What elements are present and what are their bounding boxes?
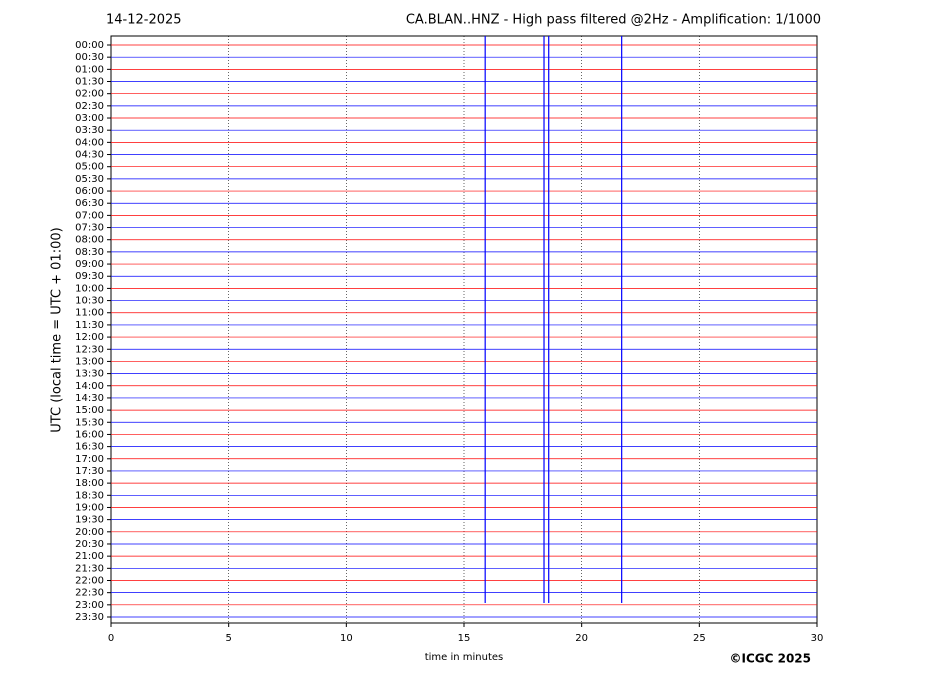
y-tick-label: 15:00 [75, 405, 104, 416]
y-tick-label: 06:00 [75, 186, 104, 197]
y-tick-label: 13:30 [75, 369, 104, 380]
y-tick-label: 11:00 [75, 308, 104, 319]
y-tick-label: 00:00 [75, 40, 104, 51]
y-tick-label: 09:00 [75, 259, 104, 270]
date: 14-12-2025 [106, 13, 182, 28]
x-axis-label: time in minutes [425, 652, 504, 663]
y-tick-label: 22:30 [75, 588, 104, 599]
y-tick-label: 11:30 [75, 320, 104, 331]
y-tick-label: 07:30 [75, 223, 104, 234]
chart-title: CA.BLAN..HNZ - High pass filtered @2Hz -… [406, 13, 821, 28]
y-tick-label: 23:00 [75, 600, 104, 611]
y-tick-label: 17:00 [75, 454, 104, 465]
y-tick-label: 07:00 [75, 210, 104, 221]
x-tick-label: 5 [225, 633, 231, 644]
x-tick-label: 0 [108, 633, 114, 644]
y-tick-label: 04:30 [75, 150, 104, 161]
y-tick-label: 20:30 [75, 539, 104, 550]
y-tick-label: 10:00 [75, 283, 104, 294]
y-tick-label: 10:30 [75, 296, 104, 307]
y-tick-label: 08:30 [75, 247, 104, 258]
y-tick-label: 00:30 [75, 52, 104, 63]
y-tick-label: 08:00 [75, 235, 104, 246]
y-tick-label: 09:30 [75, 271, 104, 282]
x-tick-label: 25 [693, 633, 706, 644]
y-tick-label: 01:30 [75, 77, 104, 88]
y-tick-label: 01:00 [75, 64, 104, 75]
y-tick-label: 15:30 [75, 417, 104, 428]
y-tick-label: 12:00 [75, 332, 104, 343]
y-axis-label: UTC (local time = UTC + 01:00) [50, 227, 65, 432]
x-tick-label: 20 [575, 633, 588, 644]
y-tick-label: 16:30 [75, 442, 104, 453]
y-tick-label: 21:00 [75, 551, 104, 562]
y-tick-label: 03:30 [75, 125, 104, 136]
y-tick-label: 14:30 [75, 393, 104, 404]
y-tick-label: 22:00 [75, 575, 104, 586]
y-tick-label: 18:00 [75, 478, 104, 489]
y-tick-label: 06:30 [75, 198, 104, 209]
y-tick-label: 12:30 [75, 344, 104, 355]
y-tick-label: 05:30 [75, 174, 104, 185]
y-tick-label: 04:00 [75, 137, 104, 148]
y-tick-label: 23:30 [75, 612, 104, 623]
y-tick-label: 03:00 [75, 113, 104, 124]
y-tick-label: 19:30 [75, 515, 104, 526]
x-tick-label: 10 [340, 633, 353, 644]
y-tick-label: 18:30 [75, 490, 104, 501]
x-tick-label: 15 [458, 633, 471, 644]
y-tick-label: 20:00 [75, 527, 104, 538]
y-tick-label: 17:30 [75, 466, 104, 477]
y-tick-label: 16:00 [75, 429, 104, 440]
y-tick-label: 05:00 [75, 162, 104, 173]
credit: ©ICGC 2025 [729, 652, 811, 666]
y-tick-label: 02:30 [75, 101, 104, 112]
y-tick-label: 13:00 [75, 356, 104, 367]
y-tick-label: 19:00 [75, 502, 104, 513]
y-tick-label: 02:00 [75, 89, 104, 100]
x-tick-label: 30 [811, 633, 824, 644]
y-tick-label: 21:30 [75, 563, 104, 574]
y-tick-label: 14:00 [75, 381, 104, 392]
